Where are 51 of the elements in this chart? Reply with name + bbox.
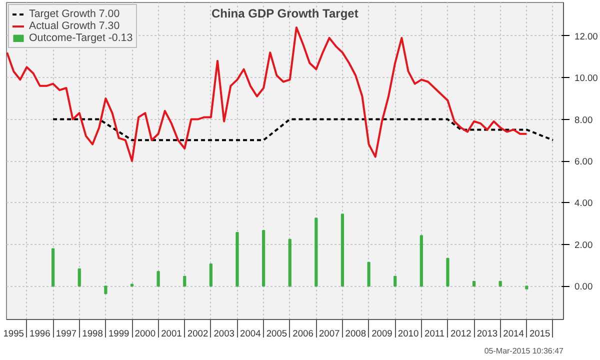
y-tick-label: 4.00: [574, 198, 593, 208]
legend-label: Actual Growth 7.30: [29, 20, 120, 32]
bar: [446, 258, 450, 287]
x-tick-label: 1996: [30, 328, 50, 338]
bar: [420, 235, 423, 287]
y-tick-label: 10.00: [574, 73, 598, 84]
bar: [236, 232, 239, 287]
bar: [525, 286, 528, 290]
x-tick-label: 1997: [56, 328, 77, 338]
bar: [209, 264, 212, 287]
chart-title: China GDP Growth Target: [211, 6, 358, 20]
y-tick-label: 8.00: [574, 114, 593, 125]
bar: [288, 238, 292, 287]
bar: [156, 271, 160, 287]
x-tick-label: 2008: [345, 328, 366, 338]
bar: [340, 214, 344, 287]
x-tick-label: 1995: [3, 328, 24, 338]
y-tick-label: 0.00: [574, 282, 593, 292]
x-tick-label: 1998: [82, 328, 103, 338]
bar: [104, 286, 108, 294]
x-tick-label: 2013: [476, 328, 498, 338]
bar: [52, 248, 55, 287]
legend-label: Target Growth 7.00: [29, 8, 120, 20]
bar: [367, 262, 370, 287]
x-tick-label: 2003: [214, 328, 234, 338]
bar: [498, 280, 502, 287]
bar: [183, 276, 186, 287]
legend-label: Outcome-Target -0.13: [29, 32, 133, 44]
bar: [394, 276, 397, 287]
x-tick-label: 2006: [292, 328, 314, 338]
x-tick-label: 1999: [108, 328, 130, 338]
y-tick-label: 6.00: [574, 156, 593, 166]
bar: [262, 230, 266, 287]
x-tick-label: 2005: [266, 328, 288, 338]
x-tick-label: 2001: [161, 328, 182, 338]
x-tick-label: 2015: [529, 328, 550, 338]
x-tick-label: 2011: [424, 328, 445, 338]
y-tick-label: 12.00: [574, 31, 598, 42]
bar: [78, 268, 81, 287]
x-tick-label: 2004: [240, 328, 261, 338]
bar: [472, 280, 476, 287]
x-tick-label: 2010: [398, 328, 419, 338]
x-tick-label: 2012: [450, 328, 472, 338]
y-tick-label: 2.00: [574, 240, 593, 250]
x-tick-label: 2007: [318, 328, 340, 338]
x-tick-label: 2009: [372, 328, 392, 338]
bar: [314, 218, 318, 287]
x-tick-label: 2000: [134, 328, 156, 338]
x-tick-label: 2002: [187, 328, 208, 338]
x-tick-label: 2014: [503, 328, 524, 338]
text: 05-Mar-2015 10:36:47: [484, 346, 564, 356]
